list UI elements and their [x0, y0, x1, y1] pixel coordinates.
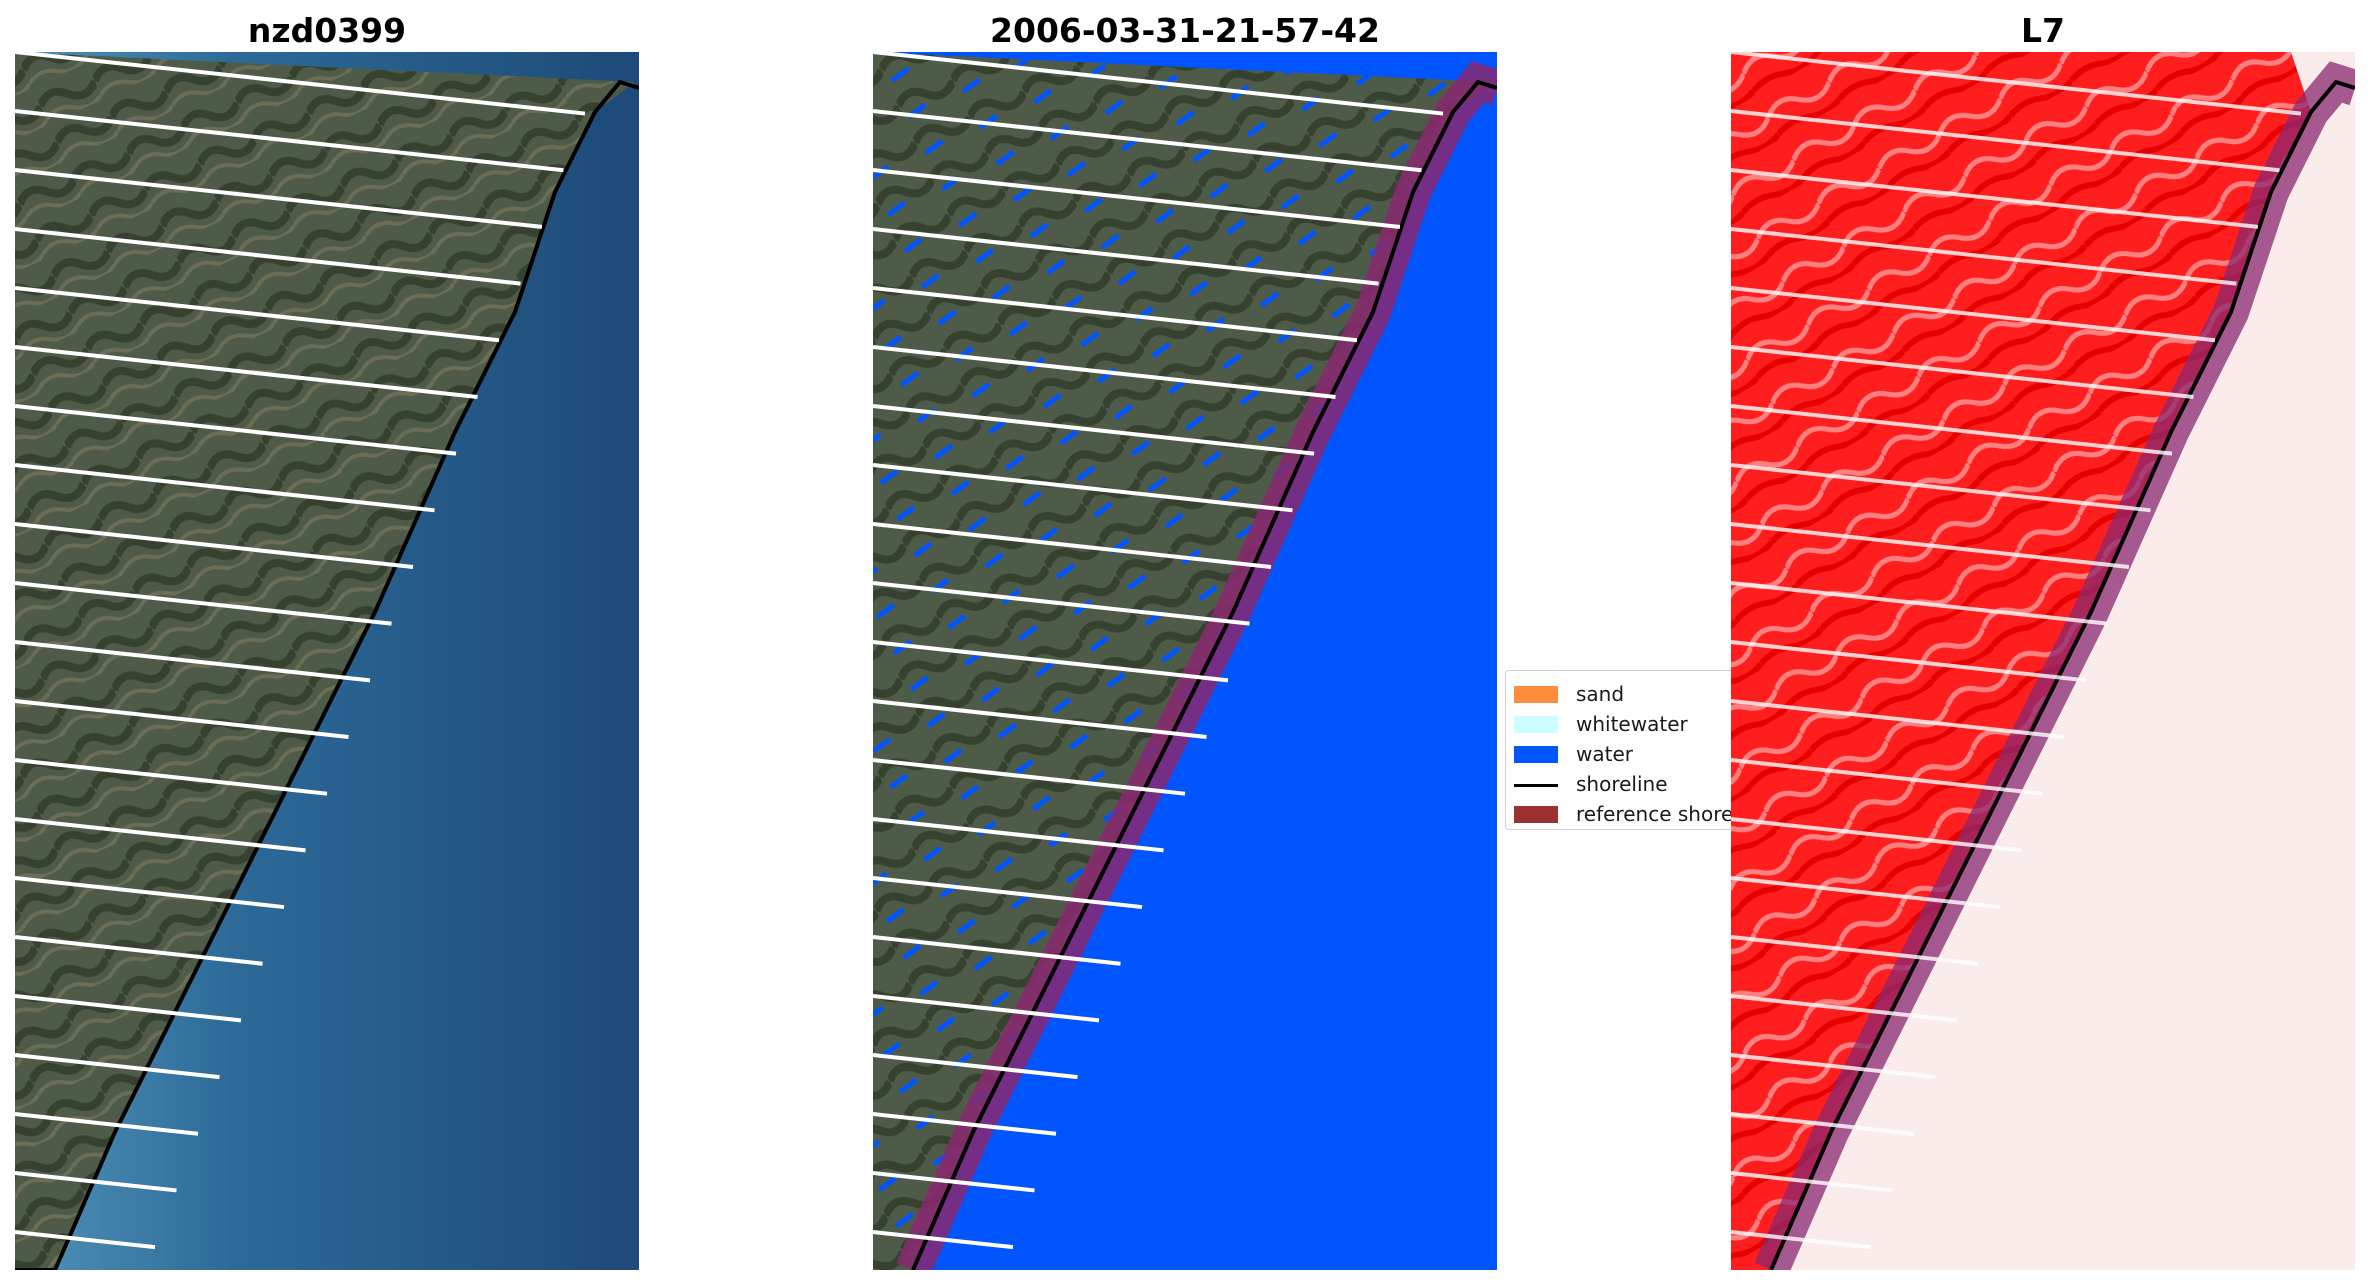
transect-line: [873, 994, 1100, 1023]
shoreline-swatch: [1514, 784, 1558, 787]
land-area: [15, 52, 635, 1270]
transect-line: [873, 1053, 1078, 1080]
transect-line: [1731, 935, 1979, 966]
transect-line: [1731, 404, 2173, 456]
rgb-satellite-image: [15, 52, 639, 1270]
transect-line: [15, 1171, 177, 1193]
transect-line: [873, 404, 1315, 456]
transect-line: [15, 935, 263, 966]
transect-line: [873, 699, 1207, 740]
transect-line: [1731, 286, 2216, 343]
panel-title-index: L7: [2021, 11, 2065, 50]
transect-line: [1731, 1112, 1915, 1136]
shoreline: [911, 79, 1497, 1270]
transect-line: [1731, 109, 2280, 173]
whitewater-swatch: [1514, 716, 1558, 733]
transect-line: [873, 286, 1358, 343]
reference-shoreline-swatch: [1514, 806, 1558, 823]
transect-line: [15, 522, 414, 569]
transects: [1731, 52, 2302, 1250]
transect-line: [873, 227, 1379, 286]
transects: [15, 52, 586, 1250]
transect-line: [1731, 994, 1958, 1023]
transect-line: [1731, 1171, 1893, 1193]
panel-title-classified: 2006-03-31-21-57-42: [990, 11, 1380, 50]
legend-label: shoreline: [1576, 772, 1668, 796]
transect-line: [1731, 581, 2108, 626]
transect-line: [1731, 463, 2151, 513]
legend: sand whitewater water shoreline referenc…: [1505, 670, 1739, 830]
transect-line: [873, 1171, 1035, 1193]
legend-label: water: [1576, 742, 1633, 766]
transect-line: [15, 286, 500, 343]
transect-line: [1731, 640, 2087, 683]
transect-line: [873, 109, 1422, 173]
index-image-panel: [1731, 52, 2355, 1270]
transect-line: [1731, 876, 2001, 910]
transect-line: [873, 463, 1293, 513]
transect-line: [15, 345, 478, 399]
panel-title-rgb: nzd0399: [247, 11, 407, 50]
transect-line: [15, 1053, 220, 1080]
transect-line: [1731, 168, 2259, 229]
transect-line: [1731, 817, 2022, 853]
transect-line: [15, 817, 306, 853]
transect-line: [1731, 345, 2194, 399]
legend-label: whitewater: [1576, 712, 1688, 736]
transect-line: [1731, 1053, 1936, 1080]
transect-line: [873, 876, 1143, 910]
transect-line: [1731, 1230, 1872, 1250]
transect-line: [1731, 758, 2044, 796]
land-index-area: [1731, 52, 2311, 1270]
legend-item-whitewater: whitewater: [1506, 709, 1738, 739]
transect-line: [15, 109, 564, 173]
transect-line: [15, 52, 586, 116]
transect-line: [873, 1112, 1057, 1136]
transect-line: [15, 227, 521, 286]
transect-line: [15, 876, 285, 910]
transect-line: [873, 522, 1272, 569]
sand-swatch: [1514, 686, 1558, 703]
classified-image-panel: [873, 52, 1497, 1270]
water-swatch: [1514, 746, 1558, 763]
transect-line: [15, 640, 371, 683]
transect-line: [15, 581, 392, 626]
transect-line: [873, 1230, 1014, 1250]
legend-label: reference shoreline: [1576, 802, 1739, 826]
transect-line: [873, 168, 1401, 229]
transect-line: [1731, 227, 2237, 286]
classified-image: [873, 52, 1497, 1270]
transect-line: [15, 699, 349, 740]
transect-line: [1731, 52, 2302, 116]
transect-line: [15, 994, 242, 1023]
transect-line: [873, 52, 1444, 116]
legend-item-shoreline: shoreline: [1506, 769, 1738, 799]
transect-line: [873, 935, 1121, 966]
transect-line: [873, 758, 1186, 796]
legend-item-water: water: [1506, 739, 1738, 769]
transect-line: [15, 463, 435, 513]
shoreline: [1769, 79, 2355, 1270]
transect-line: [1731, 522, 2130, 569]
shoreline: [15, 79, 639, 1270]
transect-line: [15, 1230, 156, 1250]
transect-line: [15, 404, 457, 456]
transects: [873, 52, 1444, 1250]
index-image: [1731, 52, 2355, 1270]
legend-item-reference-shoreline: reference shoreline: [1506, 799, 1739, 829]
transect-line: [1731, 699, 2065, 740]
legend-item-sand: sand: [1506, 679, 1738, 709]
transect-line: [873, 640, 1229, 683]
transect-line: [873, 581, 1250, 626]
transect-line: [15, 168, 543, 229]
legend-label: sand: [1576, 682, 1625, 706]
transect-line: [873, 345, 1336, 399]
rgb-image-panel: [15, 52, 639, 1270]
transect-line: [15, 1112, 199, 1136]
transect-line: [15, 758, 328, 796]
transect-line: [873, 817, 1164, 853]
